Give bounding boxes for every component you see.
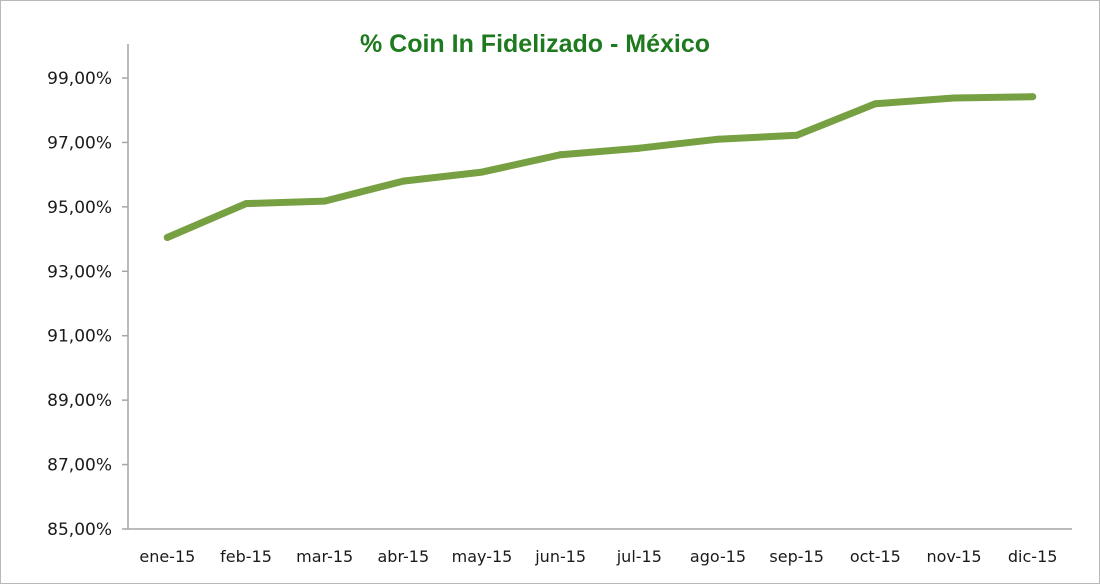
data-point xyxy=(714,135,722,143)
x-tick-label: ene-15 xyxy=(139,547,195,566)
y-tick-label: 93,00% xyxy=(47,262,112,282)
x-tick-label: ago-15 xyxy=(690,547,746,566)
x-tick-label: mar-15 xyxy=(296,547,353,566)
y-axis-ticks: 85,00% 87,00% 89,00% 91,00% 93,00% 95,00% 97,0… xyxy=(47,69,128,540)
x-axis-ticks: ene-15 feb-15 mar-15 abr-15 may-15 jun-15 jul-… xyxy=(139,547,1057,566)
data-point xyxy=(635,144,643,152)
x-tick-label: abr-15 xyxy=(378,547,430,566)
series-line xyxy=(163,93,1037,241)
data-point xyxy=(1029,93,1037,101)
data-point xyxy=(321,197,329,205)
x-tick-label: oct-15 xyxy=(850,547,901,566)
data-point xyxy=(242,200,250,208)
data-point xyxy=(163,233,171,241)
y-tick-label: 87,00% xyxy=(47,456,112,476)
x-tick-label: may-15 xyxy=(452,547,513,566)
data-point xyxy=(557,151,565,159)
x-tick-label: dic-15 xyxy=(1008,547,1058,566)
x-tick-label: nov-15 xyxy=(926,547,981,566)
data-point xyxy=(871,100,879,108)
y-tick-label: 97,00% xyxy=(47,133,112,153)
x-tick-label: sep-15 xyxy=(769,547,823,566)
y-tick-label: 91,00% xyxy=(47,327,112,347)
y-tick-label: 85,00% xyxy=(47,520,112,540)
data-point xyxy=(399,177,407,185)
data-point xyxy=(478,168,486,176)
x-tick-label: jun-15 xyxy=(534,547,586,566)
chart-title: % Coin In Fidelizado - México xyxy=(360,30,710,58)
y-tick-label: 89,00% xyxy=(47,391,112,411)
y-tick-label: 99,00% xyxy=(47,69,112,89)
x-tick-label: jul-15 xyxy=(616,547,662,566)
x-tick-label: feb-15 xyxy=(220,547,272,566)
data-point xyxy=(793,131,801,139)
y-tick-label: 95,00% xyxy=(47,198,112,218)
data-point xyxy=(950,94,958,102)
